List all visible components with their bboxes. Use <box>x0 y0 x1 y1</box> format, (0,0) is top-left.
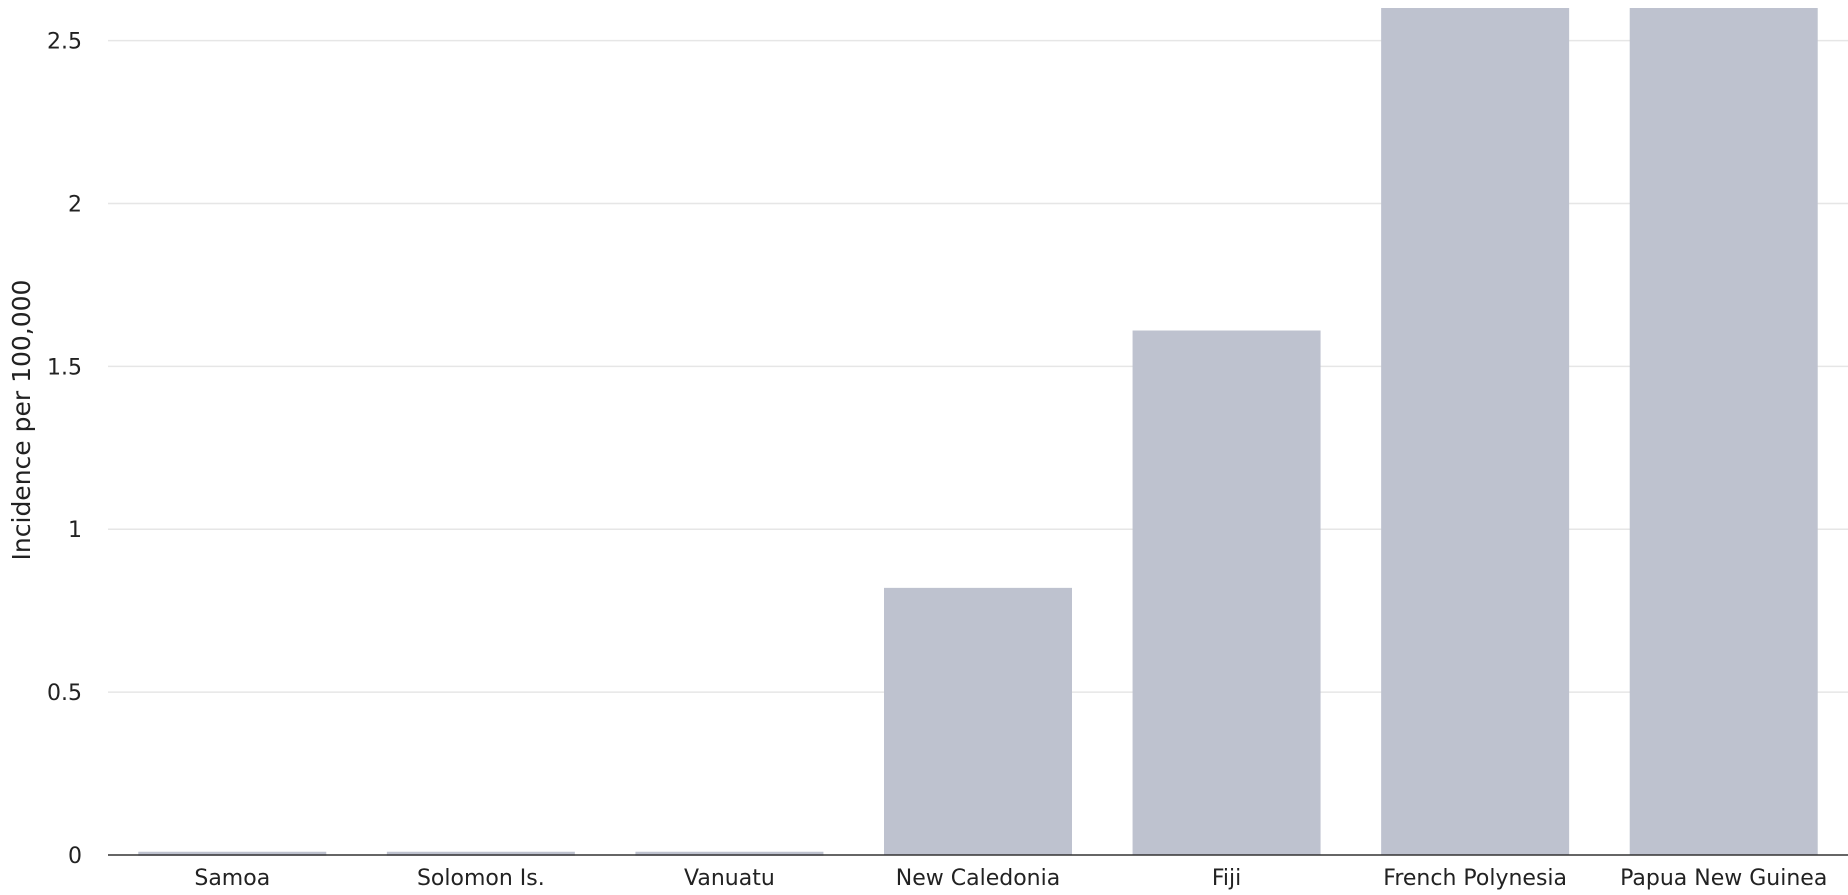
bar[interactable] <box>138 851 327 856</box>
y-tick-label: 2.5 <box>47 30 82 55</box>
bar[interactable] <box>386 851 575 856</box>
bars <box>138 8 1818 856</box>
x-tick-label: Solomon Is. <box>417 866 545 891</box>
x-tick-label: Papua New Guinea <box>1620 866 1827 891</box>
y-axis-title: Incidence per 100,000 <box>7 280 36 561</box>
bar[interactable] <box>1381 8 1570 855</box>
bar[interactable] <box>884 587 1072 855</box>
bar[interactable] <box>1132 330 1321 855</box>
y-tick-labels: 0 0.5 1 1.5 2 2.5 <box>47 30 82 869</box>
x-tick-label: New Caledonia <box>896 866 1060 891</box>
y-tick-label: 1.5 <box>47 355 82 380</box>
y-tick-label: 1 <box>68 518 82 543</box>
x-tick-label: French Polynesia <box>1383 866 1567 891</box>
bar[interactable] <box>1629 8 1818 855</box>
bar[interactable] <box>635 851 824 856</box>
x-tick-labels: Samoa Solomon Is. Vanuatu New Caledonia Fiji… <box>194 866 1827 891</box>
x-tick-label: Samoa <box>194 866 270 891</box>
y-tick-label: 2 <box>68 192 82 217</box>
y-tick-label: 0.5 <box>47 681 82 706</box>
x-tick-label: Fiji <box>1212 866 1241 891</box>
x-tick-label: Vanuatu <box>684 866 775 891</box>
y-tick-label: 0 <box>68 844 82 869</box>
